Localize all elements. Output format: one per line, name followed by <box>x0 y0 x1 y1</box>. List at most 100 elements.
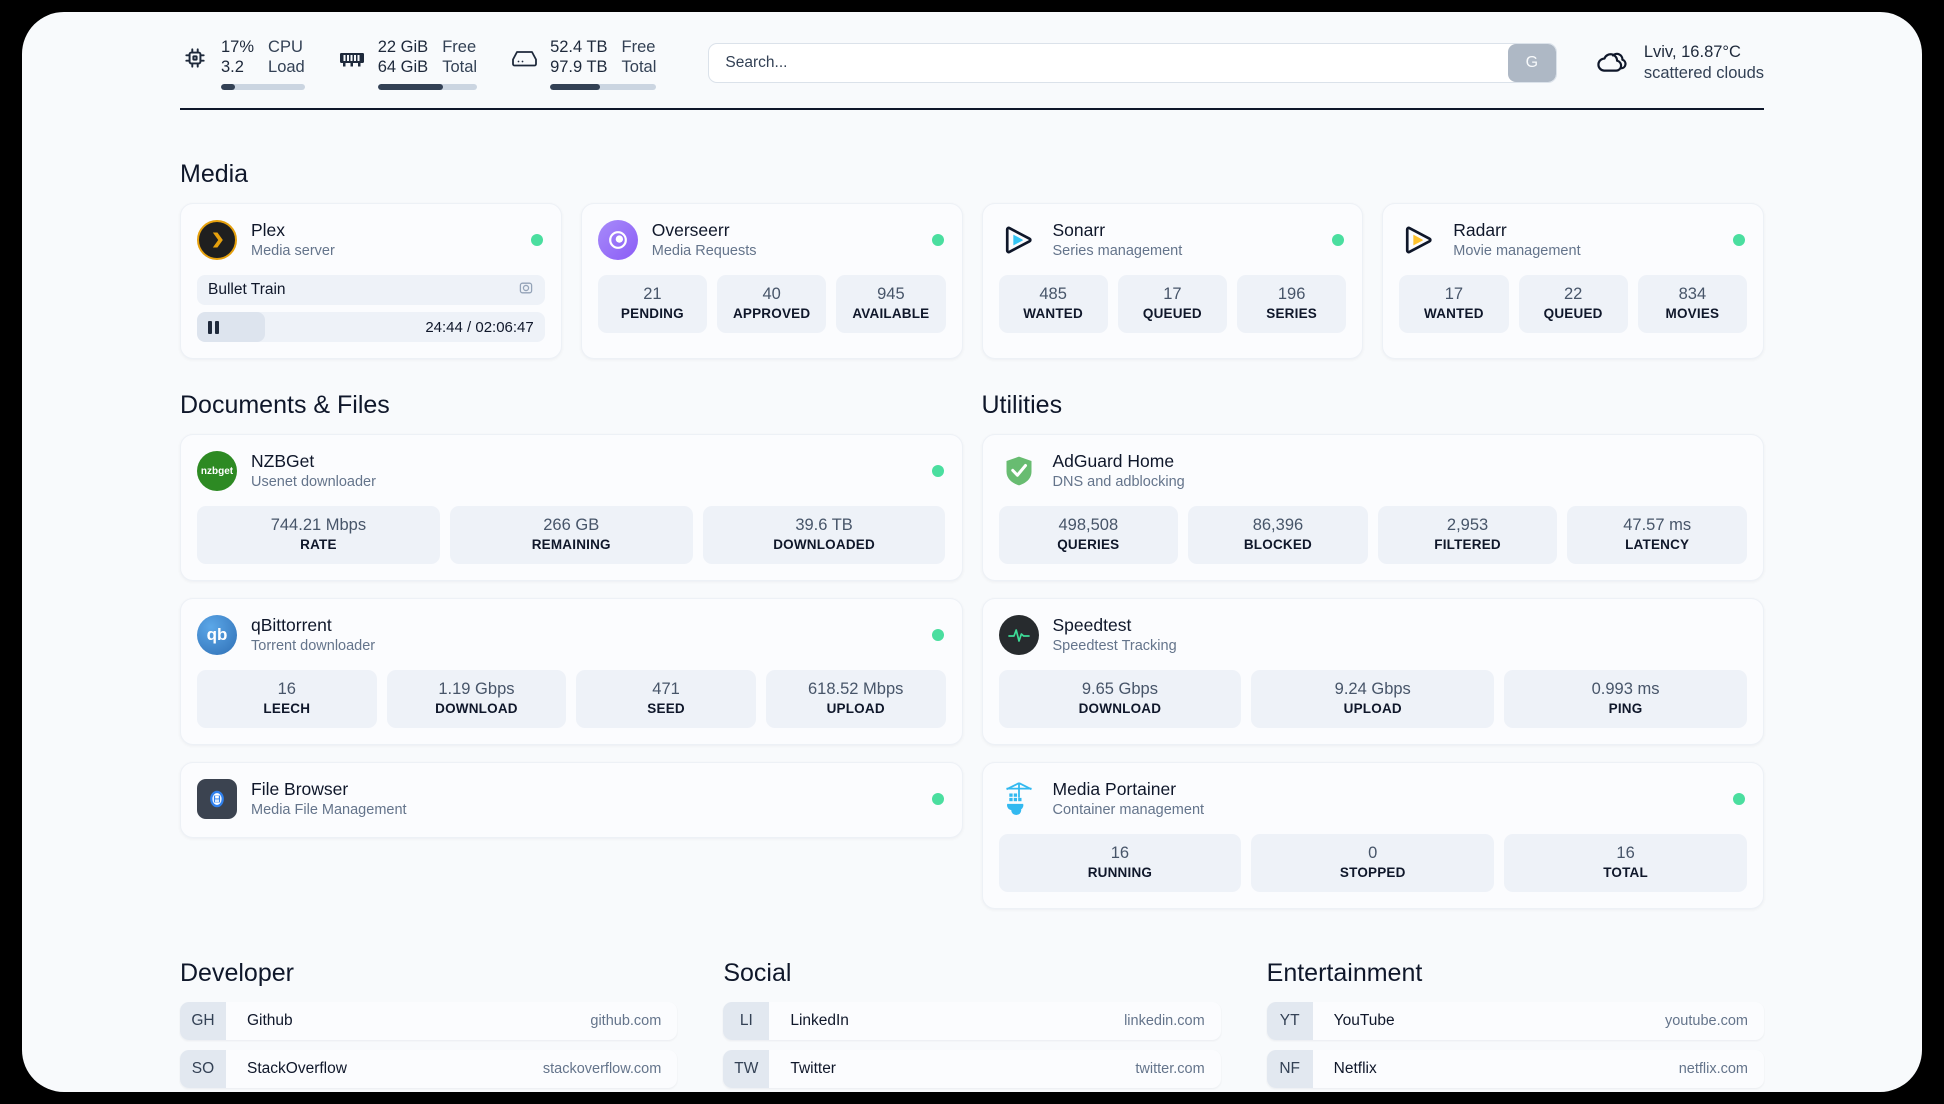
stat-label: WANTED <box>1424 306 1484 321</box>
service-card-nzbget[interactable]: nzbget NZBGet Usenet downloader 744.21 M… <box>180 434 963 581</box>
stat-label: QUERIES <box>1057 537 1120 552</box>
bookmark-item-twitter[interactable]: TW Twitter twitter.com <box>723 1050 1221 1088</box>
bookmark-name: StackOverflow <box>247 1060 347 1077</box>
service-description: Media File Management <box>251 802 407 818</box>
plex-icon <box>197 220 237 260</box>
service-card-plex[interactable]: Plex Media server Bullet Train <box>180 203 562 359</box>
portainer-icon <box>999 779 1039 819</box>
service-card-file-browser[interactable]: File Browser Media File Management <box>180 762 963 838</box>
cpu-load-value: 3.2 <box>221 57 244 76</box>
status-badge <box>931 465 944 477</box>
stat-value: 39.6 TB <box>795 516 853 534</box>
stat-label: UPLOAD <box>826 701 885 716</box>
disk-total-value: 97.9 TB <box>550 57 608 76</box>
stat-label: MOVIES <box>1665 306 1720 321</box>
weather-location-temp: Lviv, 16.87°C <box>1643 43 1741 61</box>
search-submit-button[interactable]: G <box>1507 44 1556 82</box>
service-card-sonarr[interactable]: Sonarr Series management 485 WANTED 17 Q… <box>981 203 1364 359</box>
stat-label: SEED <box>647 701 685 716</box>
stat-chip: 196 SERIES <box>1237 275 1347 333</box>
stats-row: 9.65 Gbps DOWNLOAD 9.24 Gbps UPLOAD 0.99… <box>998 670 1748 728</box>
bookmark-url: netflix.com <box>1678 1061 1748 1077</box>
bookmark-item-youtube[interactable]: YT YouTube youtube.com <box>1266 1002 1764 1040</box>
stat-value: 40 <box>762 285 781 303</box>
radarr-icon <box>1399 220 1439 260</box>
stat-value: 17 <box>1444 285 1464 303</box>
pause-icon[interactable] <box>208 320 219 334</box>
bookmark-group-social: Social LI LinkedIn linkedin.com TW Twitt… <box>723 959 1221 1092</box>
search-input[interactable] <box>709 54 1508 72</box>
service-name: Sonarr <box>1052 220 1106 240</box>
cast-icon[interactable] <box>518 280 534 301</box>
stat-label: RUNNING <box>1087 865 1153 880</box>
bookmark-abbr: YT <box>1266 1002 1313 1040</box>
stat-chip: 16 TOTAL <box>1504 834 1747 892</box>
stat-chip: 266 GB REMAINING <box>449 506 693 564</box>
plex-progress-bar[interactable]: 24:44 / 02:06:47 <box>197 312 545 342</box>
filebrowser-icon <box>197 779 237 819</box>
cpu-stat-group: 17% 3.2 CPU Load <box>180 37 305 90</box>
stat-value: 9.65 Gbps <box>1081 680 1158 698</box>
stat-chip: 17 QUEUED <box>1117 275 1227 333</box>
disk-stat-group: 52.4 TB 97.9 TB Free Total <box>509 37 657 90</box>
adguard-icon <box>999 451 1039 491</box>
bookmark-name: Netflix <box>1333 1060 1377 1077</box>
bookmark-group-entertainment: Entertainment YT YouTube youtube.com NF … <box>1266 959 1764 1092</box>
service-card-adguard-home[interactable]: AdGuard Home DNS and adblocking 498,508 … <box>981 434 1764 581</box>
memory-free-label: Free <box>442 37 477 56</box>
stat-value: 2,953 <box>1446 516 1489 534</box>
service-description: Movie management <box>1453 243 1581 259</box>
stat-chip: 17 WANTED <box>1399 275 1509 333</box>
disk-icon <box>509 43 539 73</box>
speedtest-icon <box>998 615 1039 655</box>
bookmark-abbr: NF <box>1266 1050 1313 1088</box>
stats-row: 17 WANTED 22 QUEUED 834 MOVIES <box>1399 275 1747 333</box>
cpu-label: CPU <box>268 37 303 56</box>
card-header: Media Portainer Container management <box>999 777 1748 821</box>
stat-chip: 47.57 ms LATENCY <box>1567 506 1747 564</box>
cpu-progress-bar <box>221 83 305 90</box>
bookmark-name: YouTube <box>1333 1012 1395 1029</box>
service-card-radarr[interactable]: Radarr Movie management 17 WANTED 22 QUE… <box>1382 203 1764 359</box>
bookmark-item-github[interactable]: GH Github github.com <box>180 1002 678 1040</box>
service-card-speedtest[interactable]: Speedtest Speedtest Tracking 9.65 Gbps D… <box>981 598 1764 745</box>
stat-chip: 0 STOPPED <box>1251 834 1495 892</box>
bookmark-group-title: Developer <box>180 959 294 987</box>
header-divider <box>180 108 1764 110</box>
service-card-qbittorrent[interactable]: qb qBittorrent Torrent downloader 16 <box>180 598 963 745</box>
stat-label: STOPPED <box>1339 865 1406 880</box>
memory-progress-fill <box>377 83 444 90</box>
plex-now-playing: Bullet Train <box>197 275 545 305</box>
stat-chip: 21 PENDING <box>597 275 707 333</box>
memory-total-value: 64 GiB <box>377 57 429 76</box>
bookmark-item-stackoverflow[interactable]: SO StackOverflow stackoverflow.com <box>180 1050 678 1088</box>
stat-chip: 9.24 Gbps UPLOAD <box>1251 670 1495 728</box>
card-header: Speedtest Speedtest Tracking <box>998 613 1748 657</box>
memory-total-label: Total <box>442 57 478 76</box>
stats-row: 16 LEECH 1.19 Gbps DOWNLOAD 471 SEED <box>197 670 946 728</box>
bookmarks-area: Developer GH Github github.com SO StackO… <box>180 959 1764 1092</box>
media-section: Media Plex Media server <box>180 160 1764 359</box>
search-bar[interactable]: G <box>708 43 1557 83</box>
stat-chip: 86,396 BLOCKED <box>1188 506 1368 564</box>
service-name: Speedtest <box>1052 615 1132 635</box>
stats-row: 498,508 QUERIES 86,396 BLOCKED 2,953 FIL… <box>998 506 1747 564</box>
documents-section: Documents & Files nzbget NZBGet Usenet d… <box>180 391 963 909</box>
stat-chip: 1.19 Gbps DOWNLOAD <box>386 670 567 728</box>
cpu-percent: 17% <box>221 37 255 56</box>
bookmark-item-netflix[interactable]: NF Netflix netflix.com <box>1266 1050 1764 1088</box>
bookmark-url: linkedin.com <box>1124 1013 1205 1029</box>
stat-chip: 834 MOVIES <box>1637 275 1747 333</box>
stat-value: 21 <box>643 285 662 303</box>
disk-progress-fill <box>550 83 601 90</box>
stat-value: 0 <box>1368 844 1378 862</box>
card-header: Overseerr Media Requests <box>597 218 946 262</box>
service-card-overseerr[interactable]: Overseerr Media Requests 21 PENDING 40 A… <box>580 203 963 359</box>
stat-chip: 498,508 QUERIES <box>998 506 1179 564</box>
bookmark-item-linkedin[interactable]: LI LinkedIn linkedin.com <box>723 1002 1221 1040</box>
service-card-media-portainer[interactable]: Media Portainer Container management 16 … <box>981 762 1764 909</box>
stat-label: DOWNLOAD <box>435 701 518 716</box>
stat-chip: 16 LEECH <box>197 670 377 728</box>
memory-free-value: 22 GiB <box>377 37 429 56</box>
service-description: Usenet downloader <box>251 474 376 490</box>
